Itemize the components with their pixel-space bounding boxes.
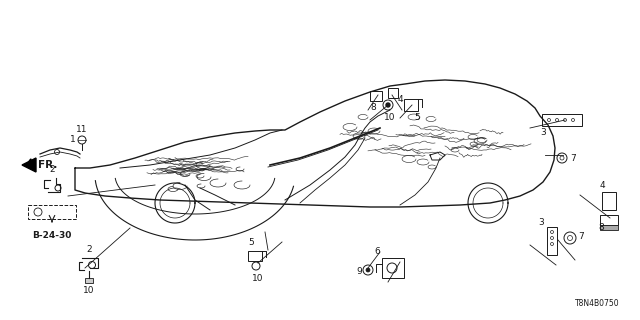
Bar — [602, 192, 616, 210]
Bar — [600, 225, 618, 230]
Text: 3: 3 — [538, 218, 544, 227]
Text: FR.: FR. — [38, 160, 58, 170]
Text: 10: 10 — [83, 286, 95, 295]
Polygon shape — [22, 158, 36, 172]
Text: 8: 8 — [598, 222, 604, 231]
Bar — [600, 215, 618, 225]
Text: 11: 11 — [76, 125, 88, 134]
Text: 8: 8 — [370, 103, 376, 112]
Text: 5: 5 — [248, 238, 253, 247]
Text: 3: 3 — [540, 128, 546, 137]
Text: 6: 6 — [374, 247, 380, 256]
Text: T8N4B0750: T8N4B0750 — [575, 299, 620, 308]
Circle shape — [386, 103, 390, 107]
Bar — [382, 258, 404, 278]
Bar — [542, 114, 582, 126]
Text: 4: 4 — [398, 94, 404, 103]
Text: 2: 2 — [86, 245, 92, 254]
Text: 2: 2 — [49, 165, 55, 174]
Text: B-24-30: B-24-30 — [32, 231, 72, 240]
Bar — [388, 88, 398, 98]
Text: 9: 9 — [356, 268, 362, 276]
Text: 10: 10 — [252, 274, 264, 283]
Bar — [85, 278, 93, 283]
Bar — [547, 227, 557, 255]
Bar — [248, 251, 262, 261]
Bar — [404, 99, 418, 111]
Text: 7: 7 — [578, 231, 584, 241]
Text: 5: 5 — [414, 113, 420, 122]
Text: 7: 7 — [570, 154, 576, 163]
Circle shape — [366, 268, 370, 272]
Text: 1: 1 — [70, 135, 76, 144]
Bar — [370, 91, 382, 101]
Text: 4: 4 — [600, 181, 605, 190]
Bar — [28, 205, 76, 219]
Text: 10: 10 — [384, 113, 396, 122]
